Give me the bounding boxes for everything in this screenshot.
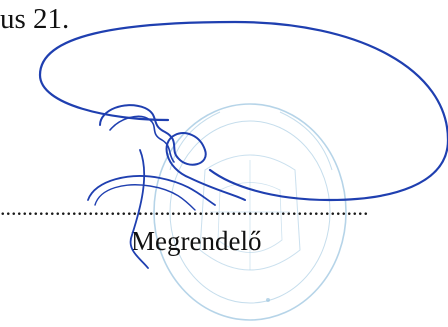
signature-dotted-line: ........................................… bbox=[0, 196, 369, 220]
signer-role-label: Megrendelő bbox=[131, 226, 262, 256]
date-fragment: us 21. bbox=[0, 3, 70, 35]
